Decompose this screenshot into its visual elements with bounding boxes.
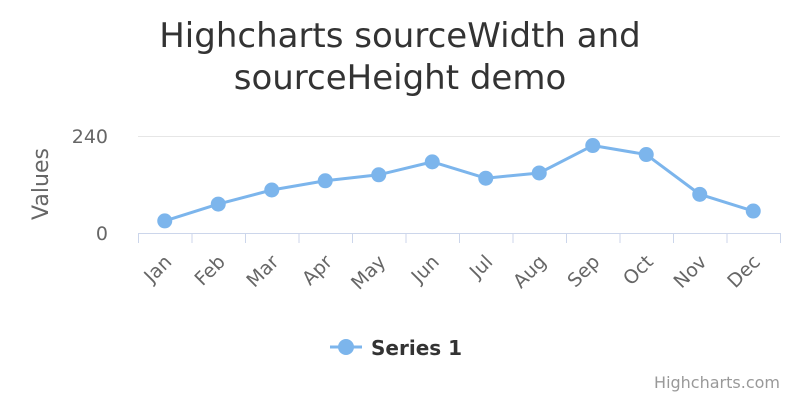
- data-point-may[interactable]: [371, 167, 387, 183]
- data-point-apr[interactable]: [317, 173, 333, 189]
- data-point-dec[interactable]: [745, 203, 761, 219]
- data-point-sep[interactable]: [585, 138, 601, 154]
- y-axis-ticks: 0 240: [72, 126, 108, 245]
- y-tick-label-0: 0: [96, 223, 108, 245]
- chart-title-line-1: Highcharts sourceWidth and: [159, 16, 641, 56]
- data-point-feb[interactable]: [210, 196, 226, 212]
- data-point-mar[interactable]: [264, 182, 280, 198]
- y-tick-label-240: 240: [72, 126, 108, 148]
- data-point-nov[interactable]: [692, 186, 708, 202]
- credits-link[interactable]: Highcharts.com: [654, 373, 780, 392]
- legend-label-series-1[interactable]: Series 1: [371, 336, 462, 360]
- data-point-jan[interactable]: [157, 213, 173, 229]
- chart-title-line-2: sourceHeight demo: [234, 58, 567, 98]
- legend-marker: [338, 339, 354, 355]
- legend[interactable]: Series 1: [330, 336, 462, 360]
- series-1[interactable]: [157, 138, 761, 229]
- y-axis-title: Values: [29, 148, 54, 220]
- data-point-jul[interactable]: [478, 170, 494, 186]
- data-point-aug[interactable]: [531, 165, 547, 181]
- x-axis: [138, 233, 781, 243]
- series-line: [163, 144, 755, 223]
- data-point-jun[interactable]: [424, 154, 440, 170]
- data-point-oct[interactable]: [638, 147, 654, 163]
